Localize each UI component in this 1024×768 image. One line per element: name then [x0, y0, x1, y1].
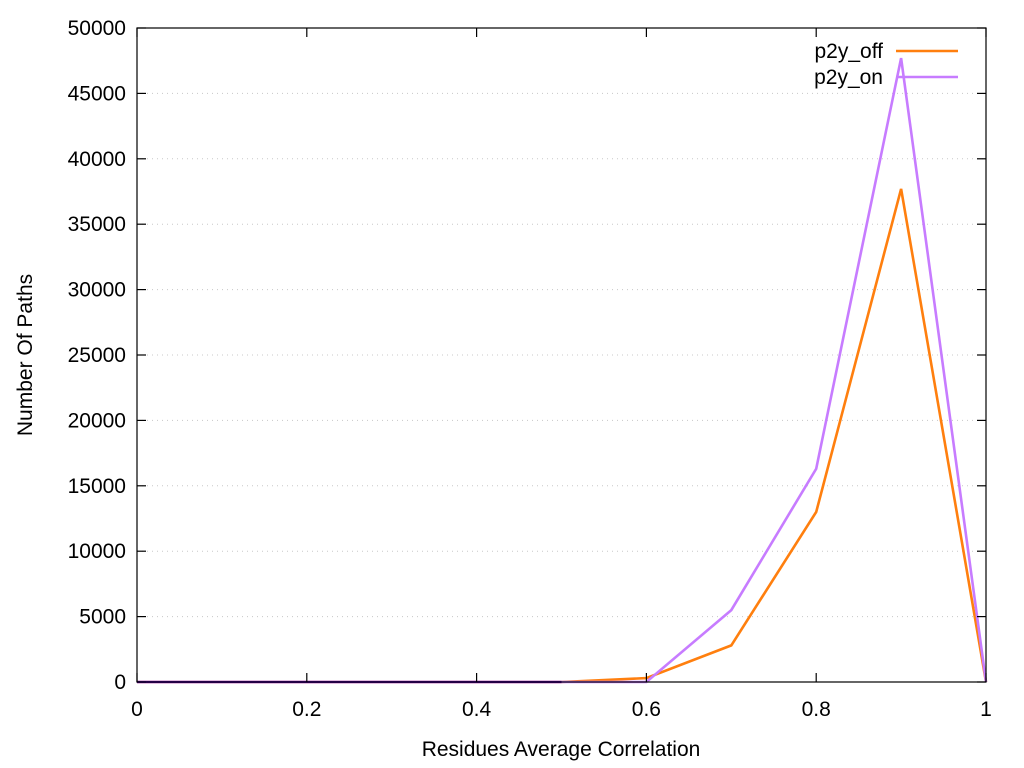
legend: p2y_off p2y_on [814, 40, 958, 89]
x-tick-label: 0.2 [292, 698, 321, 721]
y-tick-label: 45000 [68, 82, 126, 105]
y-tick-label: 20000 [68, 409, 126, 432]
y-axis-label: Number Of Paths [14, 274, 37, 436]
axis-ticks: 0 5000 10000 15000 20000 25000 30000 35000 40000… [68, 17, 992, 721]
x-tick-label: 0.6 [632, 698, 661, 721]
y-tick-label: 40000 [68, 148, 126, 171]
y-tick-label: 50000 [68, 17, 126, 40]
plot-frame [136, 27, 987, 683]
x-axis-label: Residues Average Correlation [422, 738, 701, 761]
y-tick-label: 15000 [68, 475, 126, 498]
series-line-p2y_on [137, 57, 988, 684]
legend-label-p2y_on: p2y_on [814, 66, 883, 89]
y-tick-label: 30000 [68, 279, 126, 302]
legend-label-p2y_off: p2y_off [814, 40, 883, 63]
x-tick-label: 0.8 [802, 698, 831, 721]
x-tick-label: 0 [131, 698, 143, 721]
y-tick-label: 25000 [68, 344, 126, 367]
x-tick-label: 0.4 [462, 698, 492, 721]
y-tick-label: 10000 [68, 540, 126, 563]
x-tick-label: 1 [980, 698, 992, 721]
y-tick-label: 5000 [79, 606, 126, 629]
y-tick-label: 0 [114, 671, 126, 694]
y-tick-label: 35000 [68, 213, 126, 236]
series-lines [137, 57, 988, 684]
